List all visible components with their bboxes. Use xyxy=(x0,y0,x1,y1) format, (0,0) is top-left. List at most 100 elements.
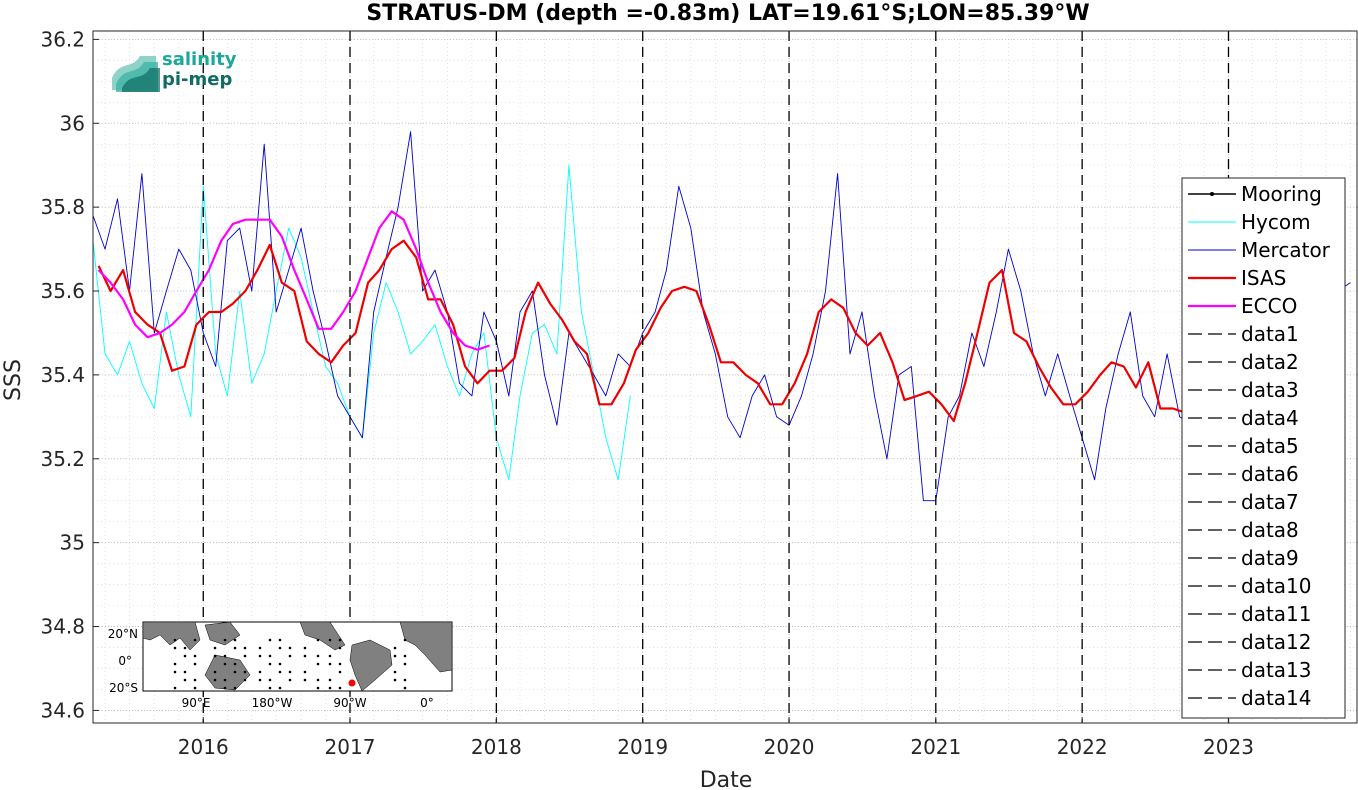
legend-label-data1: data1 xyxy=(1241,322,1299,346)
buoy-dot xyxy=(403,654,407,658)
buoy-dot xyxy=(338,670,342,674)
buoy-dot xyxy=(316,686,320,690)
buoy-dot xyxy=(173,670,177,674)
buoy-dot xyxy=(278,670,282,674)
mooring-array-dots xyxy=(173,638,407,690)
buoy-dot xyxy=(258,646,262,650)
legend-label-data9: data9 xyxy=(1241,546,1299,570)
buoy-dot xyxy=(243,646,247,650)
buoy-dot xyxy=(278,638,282,642)
y-tick-label: 35.4 xyxy=(40,363,85,387)
buoy-dot xyxy=(403,686,407,690)
buoy-dot xyxy=(193,662,197,666)
chart-title: STRATUS-DM (depth =-0.83m) LAT=19.61°S;L… xyxy=(366,1,1089,26)
buoy-dot xyxy=(193,654,197,658)
buoy-dot xyxy=(213,646,217,650)
buoy-dot xyxy=(233,646,237,650)
series-line-ecco xyxy=(97,210,490,351)
buoy-dot xyxy=(173,646,177,650)
buoy-dot xyxy=(233,662,237,666)
buoy-dot xyxy=(223,638,227,642)
x-axis-label: Date xyxy=(700,768,753,790)
series-line-mercator xyxy=(92,131,1351,502)
buoy-dot xyxy=(243,678,247,682)
buoy-dot xyxy=(268,654,272,658)
buoy-dot xyxy=(393,646,397,650)
x-tick-label: 2021 xyxy=(910,735,961,759)
legend-box xyxy=(1181,177,1346,719)
buoy-dot xyxy=(288,654,292,658)
logo-line2: pi-mep xyxy=(162,69,232,90)
buoy-dot xyxy=(278,646,282,650)
y-tick-label: 35.2 xyxy=(40,447,85,471)
buoy-dot xyxy=(328,678,332,682)
buoy-dot xyxy=(303,646,307,650)
buoy-dot xyxy=(268,638,272,642)
x-tick-label: 2022 xyxy=(1057,735,1108,759)
buoy-dot xyxy=(393,670,397,674)
buoy-dot xyxy=(268,678,272,682)
inset-lon-label: 90°W xyxy=(333,696,366,710)
buoy-dot xyxy=(233,686,237,690)
inset-lon-label: 0° xyxy=(420,696,434,710)
buoy-dot xyxy=(288,646,292,650)
legend-label-data11: data11 xyxy=(1241,602,1312,626)
buoy-dot xyxy=(316,654,320,658)
buoy-dot xyxy=(288,678,292,682)
legend-label-hycom: Hycom xyxy=(1241,210,1311,234)
buoy-dot xyxy=(243,654,247,658)
buoy-dot xyxy=(258,678,262,682)
logo-line1: salinity xyxy=(162,49,237,70)
legend-label-data2: data2 xyxy=(1241,350,1299,374)
buoy-dot xyxy=(403,638,407,642)
buoy-dot xyxy=(223,662,227,666)
legend-label-ecco: ECCO xyxy=(1241,294,1297,318)
buoy-dot xyxy=(393,678,397,682)
legend: Mooring Hycom Mercator ISAS ECCO data1 data2 da… xyxy=(1181,177,1346,719)
legend-label-mooring: Mooring xyxy=(1241,182,1322,206)
x-tick-label: 2019 xyxy=(617,735,668,759)
inset-lat-label: 20°S xyxy=(109,681,138,695)
x-tick-label: 2017 xyxy=(325,735,376,759)
y-tick-label: 36 xyxy=(60,111,85,135)
legend-label-mercator: Mercator xyxy=(1241,238,1331,262)
buoy-dot xyxy=(193,686,197,690)
buoy-dot xyxy=(213,670,217,674)
buoy-dot xyxy=(173,638,177,642)
y-tick-label: 35 xyxy=(60,531,85,555)
buoy-dot xyxy=(338,686,342,690)
y-axis-label: SSS xyxy=(1,359,26,401)
mooring-location-marker xyxy=(348,679,356,687)
buoy-dot xyxy=(316,678,320,682)
inset-lat-label: 20°N xyxy=(108,627,138,641)
year-marker-lines xyxy=(202,31,1230,723)
inset-lon-label: 180°W xyxy=(252,696,293,710)
legend-label-data12: data12 xyxy=(1241,630,1312,654)
legend-label-data7: data7 xyxy=(1241,490,1299,514)
y-tick-label: 35.8 xyxy=(40,195,85,219)
x-tick-label: 2018 xyxy=(471,735,522,759)
plot-border xyxy=(92,30,1358,724)
legend-label-data13: data13 xyxy=(1241,658,1312,682)
buoy-dot xyxy=(316,662,320,666)
buoy-dot xyxy=(328,662,332,666)
buoy-dot xyxy=(258,670,262,674)
buoy-dot xyxy=(328,638,332,642)
buoy-dot xyxy=(403,662,407,666)
buoy-dot xyxy=(393,654,397,658)
buoy-dot xyxy=(183,678,187,682)
buoy-dot xyxy=(243,670,247,674)
x-tick-label: 2016 xyxy=(178,735,229,759)
buoy-dot xyxy=(288,670,292,674)
y-tick-label: 35.6 xyxy=(40,279,85,303)
buoy-dot xyxy=(303,654,307,658)
legend-label-data8: data8 xyxy=(1241,518,1299,542)
legend-label-data10: data10 xyxy=(1241,574,1312,598)
buoy-dot xyxy=(193,678,197,682)
buoy-dot xyxy=(183,646,187,650)
y-tick-label: 34.8 xyxy=(40,615,85,639)
buoy-dot xyxy=(213,678,217,682)
buoy-dot xyxy=(223,686,227,690)
buoy-dot xyxy=(338,646,342,650)
buoy-dot xyxy=(268,686,272,690)
